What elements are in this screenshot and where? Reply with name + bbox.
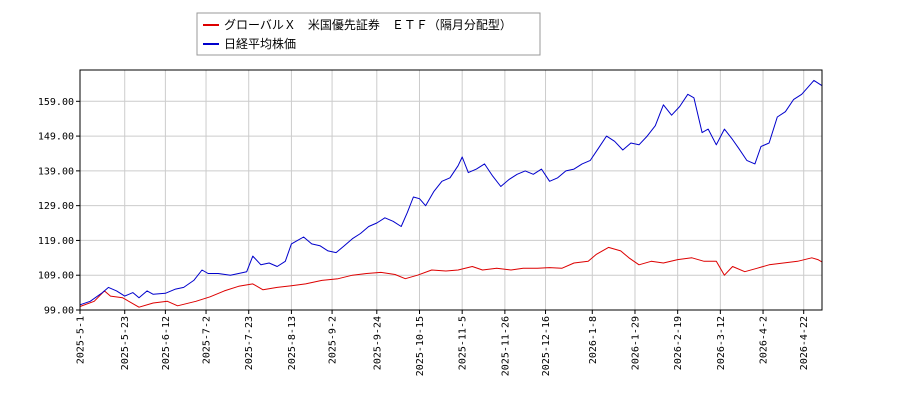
x-tick-label: 2025-10-15 bbox=[415, 316, 426, 376]
x-tick-label: 2026-1-29 bbox=[630, 316, 641, 370]
y-axis-ticks: 99.00 109.00 119.00 129.00 139.00 149.00 159.0… bbox=[38, 97, 80, 317]
x-tick-label: 2025-7-23 bbox=[244, 316, 255, 370]
y-tick-label: 129.00 bbox=[38, 201, 74, 212]
plot-frame bbox=[79, 69, 823, 311]
x-axis-ticks: 2025-5-1 2025-5-23 2025-6-12 2025-7-2 2025-7… bbox=[76, 310, 810, 376]
x-tick-label: 2025-12-16 bbox=[541, 316, 552, 376]
series-line-nikkei bbox=[79, 79, 823, 306]
legend-label-etf: グローバルＸ 米国優先証券 ＥＴＦ（隔月分配型） bbox=[224, 17, 512, 32]
x-tick-label: 2026-4-22 bbox=[799, 316, 810, 370]
x-tick-label: 2026-4-2 bbox=[759, 316, 770, 364]
x-tick-label: 2026-3-12 bbox=[716, 316, 727, 370]
legend: グローバルＸ 米国優先証券 ＥＴＦ（隔月分配型） 日経平均株価 bbox=[196, 12, 541, 56]
x-tick-label: 2025-7-2 bbox=[202, 316, 213, 364]
x-tick-label: 2025-8-13 bbox=[287, 316, 298, 370]
series-lines bbox=[79, 79, 823, 308]
legend-label-nikkei: 日経平均株価 bbox=[224, 36, 296, 51]
y-tick-label: 109.00 bbox=[38, 271, 74, 282]
x-tick-label: 2025-11-5 bbox=[458, 316, 469, 370]
series-line-etf bbox=[79, 246, 823, 308]
y-tick-label: 119.00 bbox=[38, 236, 74, 247]
legend-box bbox=[196, 12, 541, 56]
y-tick-label: 149.00 bbox=[38, 132, 74, 143]
x-tick-label: 2025-9-24 bbox=[372, 316, 383, 370]
x-tick-label: 2025-5-1 bbox=[76, 316, 87, 364]
x-tick-label: 2026-1-8 bbox=[588, 316, 599, 364]
x-tick-label: 2025-6-12 bbox=[161, 316, 172, 370]
x-tick-label: 2025-11-26 bbox=[500, 316, 511, 376]
grid bbox=[79, 70, 822, 311]
y-tick-label: 99.00 bbox=[44, 306, 74, 317]
y-tick-label: 159.00 bbox=[38, 97, 74, 108]
x-tick-label: 2025-5-23 bbox=[120, 316, 131, 370]
x-tick-label: 2026-2-19 bbox=[673, 316, 684, 370]
y-tick-label: 139.00 bbox=[38, 166, 74, 177]
x-tick-label: 2025-9-2 bbox=[328, 316, 339, 364]
